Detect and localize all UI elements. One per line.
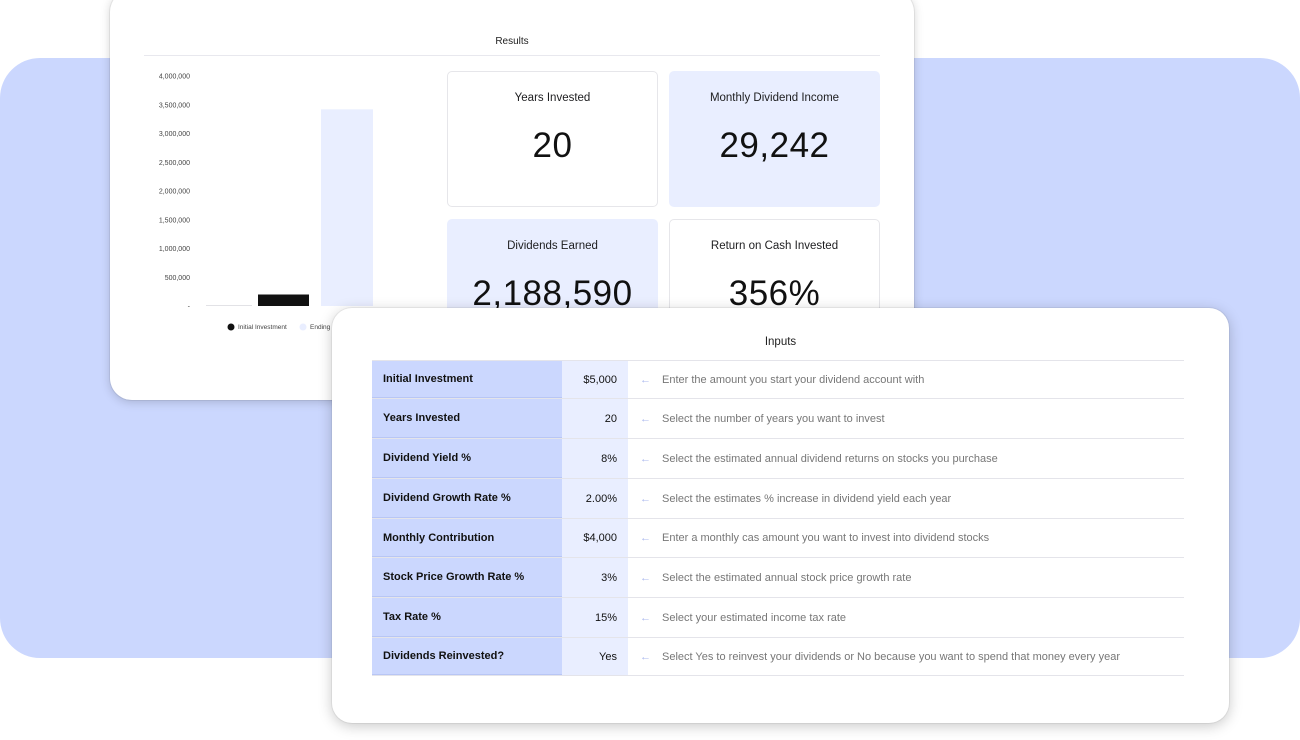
legend-swatch [227, 323, 235, 331]
investment-bar-chart: 4,000,000 3,500,000 3,000,000 2,500,000 2,00… [159, 74, 373, 331]
stat-label: Years Invested [514, 92, 591, 104]
inputs-title: Inputs [764, 336, 797, 348]
inputs-divider [372, 360, 1184, 361]
legend-label[interactable]: Initial Investment [238, 324, 287, 331]
stat-card-monthly-dividend-income: Monthly Dividend Income 29,242 [669, 71, 880, 207]
stat-value: 20 [532, 126, 573, 165]
y-tick-label: 1,000,000 [159, 246, 190, 253]
bar-ending [321, 109, 373, 306]
input-row: Dividends Reinvested? Yes ← Select Yes to r… [372, 638, 1184, 676]
y-tick-label: 4,000,000 [159, 74, 190, 81]
bar-initial-investment [258, 294, 309, 306]
input-description: Select Yes to reinvest your dividends or… [662, 650, 1120, 663]
y-tick-label: - [188, 304, 191, 311]
input-label: Tax Rate % [372, 598, 562, 637]
input-value[interactable]: 15% [562, 598, 628, 637]
stat-value: 29,242 [719, 126, 830, 165]
input-description: Select your estimated income tax rate [662, 611, 847, 624]
y-tick-label: 500,000 [165, 275, 190, 282]
left-arrow-icon: ← [640, 373, 651, 386]
input-value[interactable]: $4,000 [562, 519, 628, 557]
results-title: Results [495, 36, 529, 47]
input-description: Select the number of years you want to i… [662, 412, 885, 425]
input-value[interactable]: $5,000 [562, 361, 628, 398]
bar-initial-investment [206, 305, 252, 306]
y-tick-label: 3,000,000 [159, 131, 190, 138]
input-label: Dividend Yield % [372, 439, 562, 478]
left-arrow-icon: ← [640, 532, 651, 544]
input-row: Years Invested 20 ← Select the number of ye… [372, 399, 1184, 439]
input-row: Monthly Contribution $4,000 ← Enter a month… [372, 519, 1184, 558]
left-arrow-icon: ← [640, 452, 651, 465]
y-tick-label: 2,000,000 [159, 189, 190, 196]
stat-value: 2,188,590 [472, 274, 633, 313]
input-row: Tax Rate % 15% ← Select your estimated inco… [372, 598, 1184, 638]
input-value[interactable]: 20 [562, 399, 628, 438]
y-tick-label: 3,500,000 [159, 102, 190, 109]
left-arrow-icon: ← [640, 492, 651, 505]
left-arrow-icon: ← [640, 611, 651, 624]
input-label: Dividends Reinvested? [372, 638, 562, 675]
results-divider [144, 55, 880, 56]
input-value[interactable]: 2.00% [562, 479, 628, 518]
input-value[interactable]: Yes [562, 638, 628, 675]
input-label: Years Invested [372, 399, 562, 438]
stat-label: Dividends Earned [507, 240, 598, 252]
input-description: Enter a monthly cas amount you want to i… [662, 532, 990, 544]
input-description: Select the estimated annual stock price … [662, 571, 912, 584]
input-row: Stock Price Growth Rate % 3% ← Select the e… [372, 558, 1184, 598]
stat-card-years-invested: Years Invested 20 [447, 71, 658, 207]
legend-label[interactable]: Ending [310, 324, 331, 331]
y-tick-label: 2,500,000 [159, 160, 190, 167]
left-arrow-icon: ← [640, 650, 651, 663]
input-description: Select the estimates % increase in divid… [662, 492, 952, 505]
input-value[interactable]: 3% [562, 558, 628, 597]
input-description: Select the estimated annual dividend ret… [662, 452, 998, 465]
left-arrow-icon: ← [640, 571, 651, 584]
input-label: Monthly Contribution [372, 519, 562, 557]
input-row: Initial Investment $5,000 ← Enter the amoun… [372, 361, 1184, 399]
input-row: Dividend Growth Rate % 2.00% ← Select the e… [372, 479, 1184, 519]
stat-label: Monthly Dividend Income [709, 92, 840, 104]
left-arrow-icon: ← [640, 412, 651, 425]
input-value[interactable]: 8% [562, 439, 628, 478]
input-label: Stock Price Growth Rate % [372, 558, 562, 597]
legend-swatch [299, 323, 307, 331]
results-card: Results 4,000,000 3,500,000 3,000,000 2,500… [110, 0, 914, 400]
input-row: Dividend Yield % 8% ← Select the estimated … [372, 439, 1184, 479]
input-label: Dividend Growth Rate % [372, 479, 562, 518]
input-description: Enter the amount you start your dividend… [662, 373, 925, 386]
input-label: Initial Investment [372, 361, 562, 398]
stat-value: 356% [728, 274, 821, 313]
y-tick-label: 1,500,000 [159, 217, 190, 224]
stat-label: Return on Cash Invested [710, 240, 839, 252]
inputs-card: Inputs Initial Investment $5,000 ← Enter th… [332, 308, 1229, 723]
